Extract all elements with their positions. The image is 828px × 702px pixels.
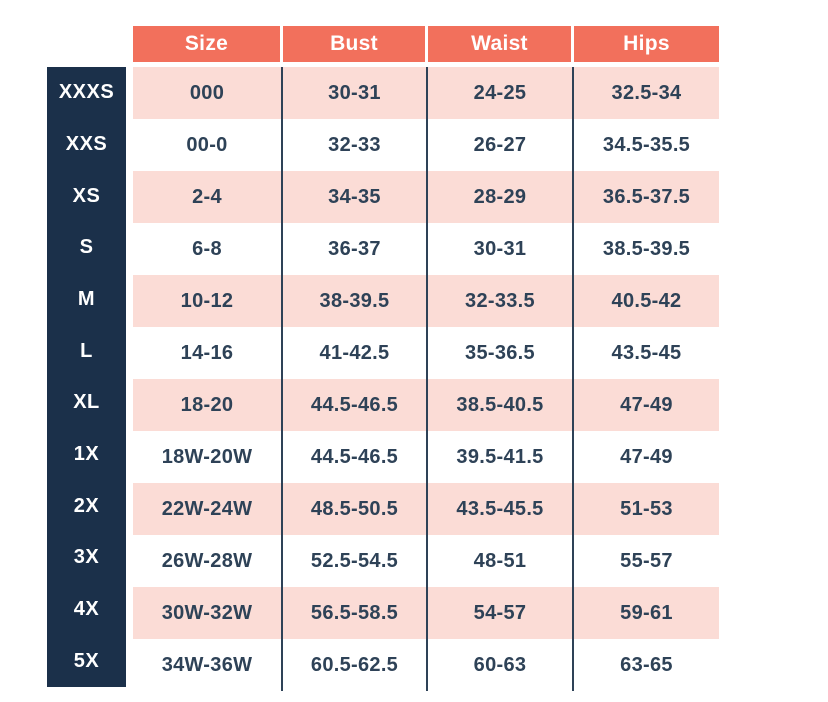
cell-bust: 52.5-54.5: [283, 535, 428, 587]
cell-waist: 39.5-41.5: [428, 431, 574, 483]
cell-size: 10-12: [133, 275, 283, 327]
cell-hips: 38.5-39.5: [602, 237, 691, 260]
column-header-waist: Waist: [428, 26, 574, 62]
table-header-row: Size Bust Waist Hips: [133, 26, 719, 62]
size-label-3x: 3X: [73, 546, 100, 569]
table-row: 00-0 32-33 26-27 34.5-35.5: [133, 119, 719, 171]
size-label-m: M: [77, 288, 96, 311]
cell-bust: 56.5-58.5: [283, 587, 428, 639]
cell-hips: 51-53: [620, 497, 673, 520]
cell-size: 6-8: [133, 223, 283, 275]
column-header-hips: Hips: [574, 26, 719, 62]
cell-size: 22W-24W: [133, 483, 283, 535]
table-row: 10-12 38-39.5 32-33.5 40.5-42: [133, 275, 719, 327]
cell-size: 000: [133, 67, 283, 119]
size-label-xs: XS: [72, 184, 101, 207]
cell-hips: 47-49: [620, 393, 673, 416]
cell-bust: 41-42.5: [283, 327, 428, 379]
cell-bust: 30-31: [283, 67, 428, 119]
cell-hips: 36.5-37.5: [602, 185, 691, 208]
cell-size: 18W-20W: [133, 431, 283, 483]
cell-hips: 55-57: [620, 549, 673, 572]
table-row: 000 30-31 24-25 32.5-34: [133, 67, 719, 119]
cell-hips: 32.5-34: [611, 81, 682, 104]
table-row: 14-16 41-42.5 35-36.5 43.5-45: [133, 327, 719, 379]
size-label-sidebar: XXXS XXS XS S M L XL 1X 2X 3X 4X 5X: [47, 67, 126, 687]
cell-bust: 48.5-50.5: [283, 483, 428, 535]
cell-waist: 26-27: [428, 119, 574, 171]
table-row: 18-20 44.5-46.5 38.5-40.5 47-49: [133, 379, 719, 431]
size-label-2x: 2X: [73, 494, 100, 517]
cell-waist: 43.5-45.5: [428, 483, 574, 535]
cell-hips: 34.5-35.5: [602, 133, 691, 156]
size-label-4x: 4X: [73, 598, 100, 621]
size-label-5x: 5X: [73, 649, 100, 672]
cell-hips: 43.5-45: [611, 341, 682, 364]
cell-waist: 30-31: [428, 223, 574, 275]
cell-waist: 60-63: [428, 639, 574, 691]
cell-hips: 47-49: [620, 445, 673, 468]
cell-size: 14-16: [133, 327, 283, 379]
table-row: 30W-32W 56.5-58.5 54-57 59-61: [133, 587, 719, 639]
size-label-l: L: [80, 339, 93, 362]
cell-size: 34W-36W: [133, 639, 283, 691]
cell-bust: 38-39.5: [283, 275, 428, 327]
cell-size: 2-4: [133, 171, 283, 223]
cell-waist: 38.5-40.5: [428, 379, 574, 431]
table-body: 000 30-31 24-25 32.5-34 00-0 32-33 26-27 34.5-3…: [133, 67, 719, 691]
size-label-1x: 1X: [73, 443, 100, 466]
cell-waist: 32-33.5: [428, 275, 574, 327]
table-row: 22W-24W 48.5-50.5 43.5-45.5 51-53: [133, 483, 719, 535]
cell-bust: 34-35: [283, 171, 428, 223]
cell-waist: 48-51: [428, 535, 574, 587]
cell-hips: 40.5-42: [611, 289, 682, 312]
cell-bust: 60.5-62.5: [283, 639, 428, 691]
cell-waist: 35-36.5: [428, 327, 574, 379]
cell-size: 30W-32W: [133, 587, 283, 639]
table-row: 6-8 36-37 30-31 38.5-39.5: [133, 223, 719, 275]
table-row: 18W-20W 44.5-46.5 39.5-41.5 47-49: [133, 431, 719, 483]
cell-waist: 24-25: [428, 67, 574, 119]
size-label-s: S: [79, 236, 94, 259]
size-label-xl: XL: [73, 391, 100, 414]
table-row: 2-4 34-35 28-29 36.5-37.5: [133, 171, 719, 223]
cell-size: 00-0: [133, 119, 283, 171]
size-label-xxxs: XXXS: [58, 81, 115, 104]
cell-bust: 32-33: [283, 119, 428, 171]
cell-waist: 54-57: [428, 587, 574, 639]
cell-waist: 28-29: [428, 171, 574, 223]
cell-bust: 44.5-46.5: [283, 379, 428, 431]
cell-hips: 59-61: [620, 601, 673, 624]
cell-bust: 36-37: [283, 223, 428, 275]
column-header-size: Size: [133, 26, 283, 62]
cell-bust: 44.5-46.5: [283, 431, 428, 483]
size-label-xxs: XXS: [65, 133, 108, 155]
cell-size: 26W-28W: [133, 535, 283, 587]
cell-hips: 63-65: [620, 653, 673, 676]
table-row: 26W-28W 52.5-54.5 48-51 55-57: [133, 535, 719, 587]
column-header-bust: Bust: [283, 26, 428, 62]
table-row: 34W-36W 60.5-62.5 60-63 63-65: [133, 639, 719, 691]
cell-size: 18-20: [133, 379, 283, 431]
